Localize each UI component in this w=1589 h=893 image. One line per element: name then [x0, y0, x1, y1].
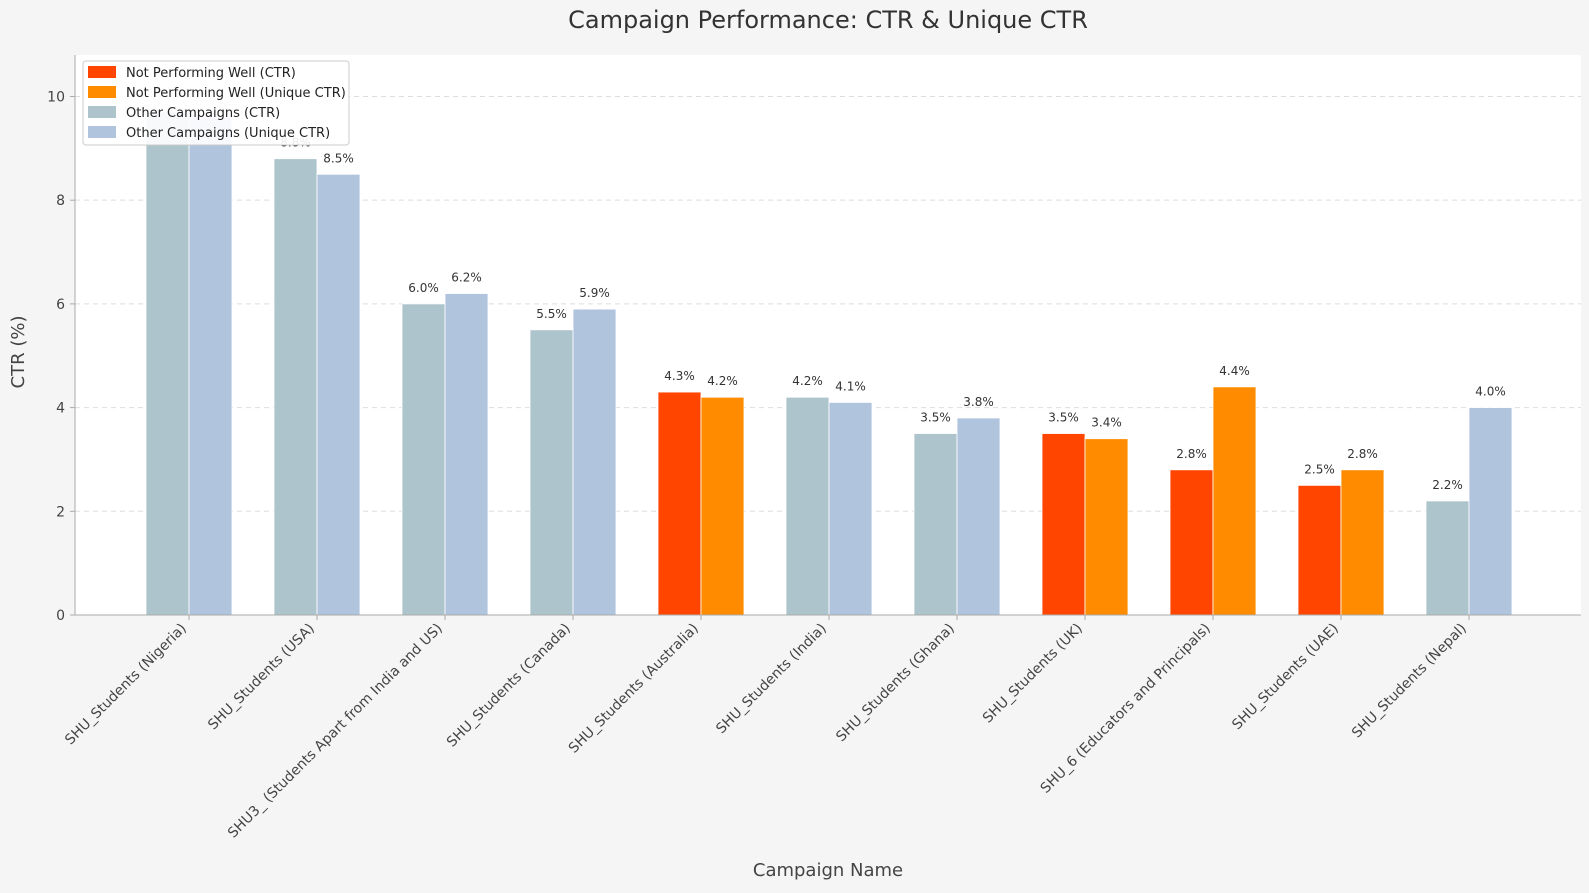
x-axis-label: Campaign Name — [753, 860, 903, 881]
bar-unique-ctr — [956, 417, 1001, 616]
bar-unique-ctr — [444, 293, 489, 616]
bars — [145, 111, 1513, 616]
bar-unique-ctr — [700, 396, 745, 616]
legend-label: Not Performing Well (CTR) — [126, 66, 296, 81]
y-tick-label: 0 — [56, 608, 65, 624]
y-tick-label: 4 — [56, 401, 65, 417]
data-label-ctr: 3.5% — [920, 411, 951, 425]
legend-label: Other Campaigns (Unique CTR) — [126, 126, 330, 141]
bar-unique-ctr — [1468, 407, 1513, 616]
data-label-ctr: 6.0% — [408, 281, 439, 295]
data-label-ctr: 2.8% — [1176, 447, 1207, 461]
data-label-unique-ctr: 4.2% — [707, 374, 738, 388]
data-label-ctr: 2.5% — [1304, 462, 1335, 476]
data-label-unique-ctr: 4.0% — [1475, 385, 1506, 399]
bar-unique-ctr — [1212, 386, 1257, 616]
y-tick-label: 6 — [56, 297, 65, 313]
bar-ctr — [401, 303, 446, 616]
legend: Not Performing Well (CTR) Not Performing … — [82, 60, 350, 146]
bar-unique-ctr — [828, 402, 873, 616]
chart-title: Campaign Performance: CTR & Unique CTR — [568, 6, 1088, 34]
bar-ctr — [657, 391, 702, 616]
axes — [74, 55, 1581, 616]
bar-unique-ctr — [188, 116, 233, 616]
data-label-ctr: 2.2% — [1432, 478, 1463, 492]
data-label-ctr: 5.5% — [536, 307, 567, 321]
y-axis-label: CTR (%) — [8, 316, 29, 389]
bar-ctr — [1297, 484, 1342, 616]
y-tick-label: 8 — [56, 193, 65, 209]
y-tick-labels: 0 2 4 6 8 10 — [47, 89, 75, 624]
data-label-ctr: 3.5% — [1048, 411, 1079, 425]
bar-unique-ctr — [316, 173, 361, 616]
bar-unique-ctr — [572, 308, 617, 616]
bar-ctr — [785, 396, 830, 616]
data-label-unique-ctr: 3.4% — [1091, 416, 1122, 430]
data-label-unique-ctr: 3.8% — [963, 395, 994, 409]
legend-frame — [82, 60, 350, 146]
data-label-ctr: 4.3% — [664, 369, 695, 383]
legend-label: Other Campaigns (CTR) — [126, 106, 280, 121]
bar-ctr — [145, 111, 190, 616]
bar-ctr — [1425, 500, 1470, 616]
data-label-unique-ctr: 6.2% — [451, 271, 482, 285]
bar-unique-ctr — [1084, 438, 1129, 616]
data-label-unique-ctr: 4.1% — [835, 379, 866, 393]
bar-ctr — [273, 158, 318, 616]
data-label-ctr: 4.2% — [792, 374, 823, 388]
bar-ctr — [529, 329, 574, 616]
y-tick-label: 2 — [56, 504, 65, 520]
data-label-unique-ctr: 2.8% — [1347, 447, 1378, 461]
bar-ctr — [1169, 469, 1214, 616]
legend-swatch — [88, 66, 116, 78]
legend-swatch — [88, 106, 116, 118]
data-label-unique-ctr: 8.5% — [323, 151, 354, 165]
bar-ctr — [913, 433, 958, 616]
data-label-unique-ctr: 5.9% — [579, 286, 610, 300]
bar-ctr — [1041, 433, 1086, 616]
bar-unique-ctr — [1340, 469, 1385, 616]
legend-swatch — [88, 126, 116, 138]
data-label-unique-ctr: 4.4% — [1219, 364, 1250, 378]
y-tick-label: 10 — [47, 89, 65, 105]
legend-label: Not Performing Well (Unique CTR) — [126, 86, 346, 101]
legend-swatch — [88, 86, 116, 98]
